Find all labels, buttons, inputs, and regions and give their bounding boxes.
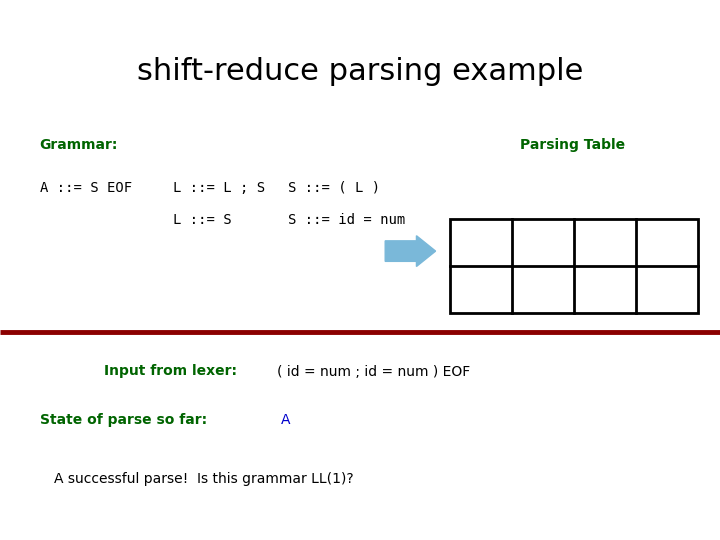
Text: L ::= L ; S: L ::= L ; S [173, 181, 265, 195]
Text: Parsing Table: Parsing Table [520, 138, 625, 152]
FancyArrow shape [385, 235, 436, 266]
Text: Input from lexer:: Input from lexer: [104, 364, 238, 379]
Text: Grammar:: Grammar: [40, 138, 118, 152]
Text: A successful parse!  Is this grammar LL(1)?: A successful parse! Is this grammar LL(1… [54, 472, 354, 487]
Text: S ::= ( L ): S ::= ( L ) [288, 181, 380, 195]
Text: shift-reduce parsing example: shift-reduce parsing example [137, 57, 583, 86]
Text: S ::= id = num: S ::= id = num [288, 213, 405, 227]
Text: State of parse so far:: State of parse so far: [40, 413, 207, 427]
Text: L ::= S: L ::= S [173, 213, 231, 227]
Text: A ::= S EOF: A ::= S EOF [40, 181, 132, 195]
Text: A: A [281, 413, 290, 427]
Bar [450, 219, 698, 313]
Text: ( id = num ; id = num ) EOF: ( id = num ; id = num ) EOF [277, 364, 470, 379]
